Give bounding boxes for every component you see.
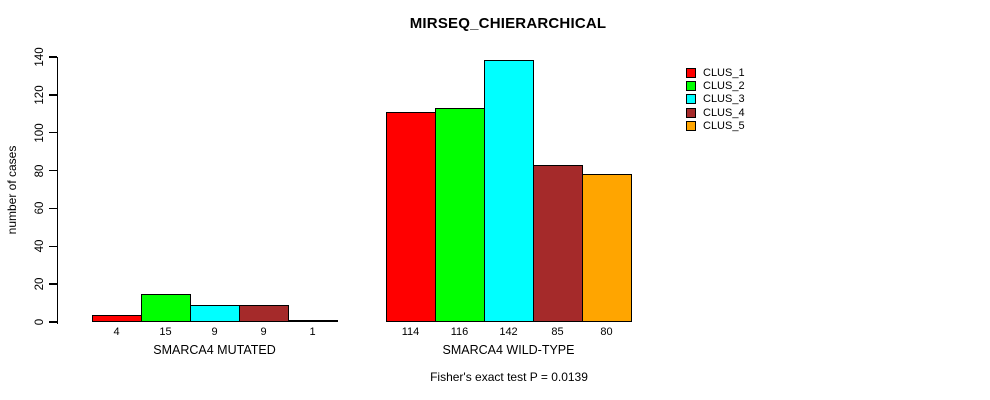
legend-item-clus-1: CLUS_1	[686, 67, 745, 79]
bar-smarca4-wild-type-clus-4	[533, 165, 583, 322]
bar-smarca4-wild-type-clus-2	[435, 108, 485, 322]
bar-value-label: 80	[600, 326, 613, 338]
bar-smarca4-mutated-clus-5	[288, 320, 338, 322]
chart-title: MIRSEQ_CHIERARCHICAL	[409, 15, 607, 32]
bar-smarca4-mutated-clus-3	[190, 305, 240, 322]
y-axis-tick	[48, 131, 57, 134]
legend-label: CLUS_1	[703, 66, 745, 79]
bar-smarca4-wild-type-clus-5	[582, 174, 632, 322]
legend-label: CLUS_2	[703, 79, 745, 92]
legend-swatch-clus-5	[686, 121, 696, 132]
bar-value-label: 116	[450, 326, 469, 338]
y-tick-label: 20	[34, 277, 46, 291]
legend-swatch-clus-4	[686, 107, 696, 118]
legend-swatch-clus-2	[686, 80, 696, 91]
bar-value-label: 142	[499, 326, 518, 338]
y-axis-tick	[48, 94, 57, 96]
bar-value-label: 85	[551, 326, 564, 338]
y-tick-label: 140	[34, 47, 46, 67]
y-axis-tick	[48, 321, 57, 323]
group-label: SMARCA4 MUTATED	[153, 343, 276, 357]
bar-value-label: 114	[401, 326, 420, 338]
bar-value-label: 1	[309, 326, 316, 338]
bar-value-label: 4	[113, 326, 120, 338]
y-axis-tick	[48, 56, 57, 58]
y-axis-tick	[48, 207, 57, 210]
y-tick-label: 100	[34, 123, 46, 143]
y-tick-label: 60	[34, 202, 46, 215]
bar-smarca4-wild-type-clus-1	[386, 111, 436, 322]
bar-smarca4-mutated-clus-1	[92, 314, 142, 322]
legend-label: CLUS_5	[703, 120, 745, 133]
y-axis-tick	[48, 245, 57, 248]
bar-value-label: 15	[159, 326, 172, 338]
legend-swatch-clus-3	[686, 94, 696, 105]
legend-label: CLUS_3	[703, 93, 745, 106]
y-tick-label: 80	[34, 164, 46, 177]
y-axis-line	[56, 57, 58, 324]
legend-item-clus-5: CLUS_5	[686, 120, 745, 132]
y-axis-tick	[48, 283, 57, 285]
y-tick-label: 40	[34, 239, 46, 253]
legend-label: CLUS_4	[703, 106, 745, 119]
bar-smarca4-wild-type-clus-3	[484, 60, 534, 322]
bar-smarca4-mutated-clus-2	[141, 294, 191, 322]
fisher-test-annotation: Fisher's exact test P = 0.0139	[430, 370, 588, 384]
y-tick-label: 120	[34, 85, 46, 105]
group-label: SMARCA4 WILD-TYPE	[442, 343, 575, 357]
y-tick-label: 0	[34, 318, 46, 326]
legend-item-clus-2: CLUS_2	[686, 80, 745, 92]
legend-item-clus-3: CLUS_3	[686, 93, 745, 105]
y-axis-tick	[48, 169, 57, 172]
legend-swatch-clus-1	[686, 67, 696, 78]
bar-smarca4-mutated-clus-4	[239, 305, 289, 322]
bar-value-label: 9	[260, 326, 267, 338]
legend-item-clus-4: CLUS_4	[686, 107, 745, 119]
bar-value-label: 9	[211, 326, 218, 338]
y-axis-label: number of cases	[5, 145, 19, 235]
